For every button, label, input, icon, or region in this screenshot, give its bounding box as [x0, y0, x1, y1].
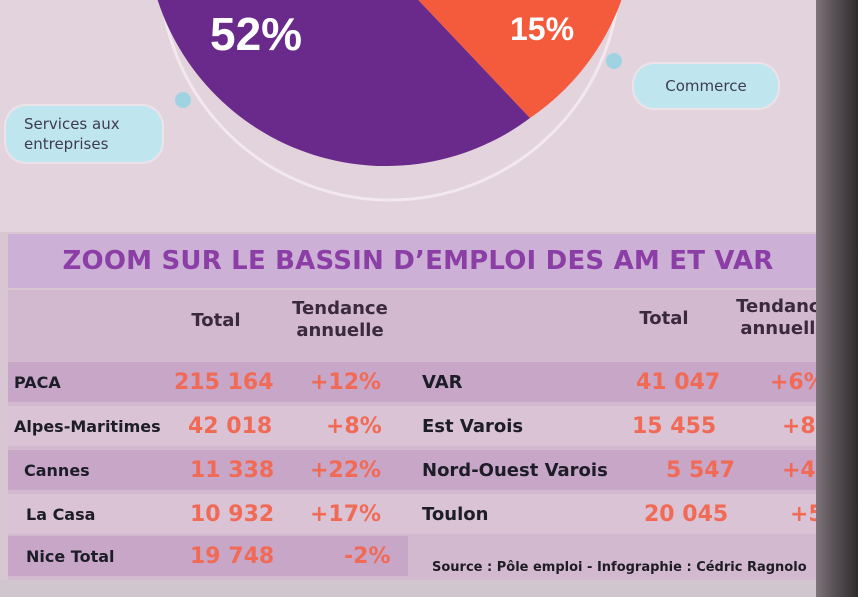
row-stripe [8, 450, 828, 490]
source-credit: Source : Pôle emploi - Infographie : Céd… [432, 560, 807, 575]
table-row: La Casa 10 932 +17% [26, 501, 382, 527]
left-header-trend: Tendance annuelle [292, 298, 388, 341]
row-stripe [8, 494, 828, 534]
row-stripe [8, 406, 828, 446]
table-row: Cannes 11 338 +22% [24, 457, 382, 483]
left-header-total: Total [191, 310, 241, 331]
table-row: Alpes-Maritimes 42 018 +8% [14, 413, 382, 439]
table-row: Nord-Ouest Varois 5 547 +4% [422, 457, 838, 483]
table-row: Toulon 20 045 +5% [422, 501, 846, 527]
right-header-trend: Tendance annuelle [736, 296, 832, 339]
label-services: Services aux entreprises [6, 106, 162, 162]
row-stripe [8, 362, 828, 402]
infographic-top: 52% 15% Services aux entreprises Commerc… [0, 0, 825, 232]
table-row: Est Varois 15 455 +8% [422, 413, 838, 439]
pie-label-52: 52% [210, 8, 302, 60]
page-edge [816, 0, 858, 597]
pie-chart: 52% 15% [157, 0, 622, 202]
employment-table: Total Tendance annuelle Total Tendance a… [8, 290, 846, 590]
table-row: PACA 215 164 +12% [14, 369, 382, 395]
pie-slice-52 [157, 0, 530, 167]
pie-slice-15 [418, 0, 622, 118]
connector-dot [175, 92, 191, 108]
table-row: Nice Total 19 748 -2% [26, 543, 391, 569]
row-stripe [8, 536, 408, 576]
right-header-total: Total [639, 308, 689, 329]
page-bottom [0, 580, 825, 597]
label-commerce: Commerce [634, 64, 778, 108]
section-title: ZOOM SUR LE BASSIN D’EMPLOI DES AM ET VA… [8, 234, 828, 288]
connector-dot [606, 53, 622, 69]
table-row: VAR 41 047 +6% [422, 369, 826, 395]
pie-label-15: 15% [510, 11, 574, 47]
